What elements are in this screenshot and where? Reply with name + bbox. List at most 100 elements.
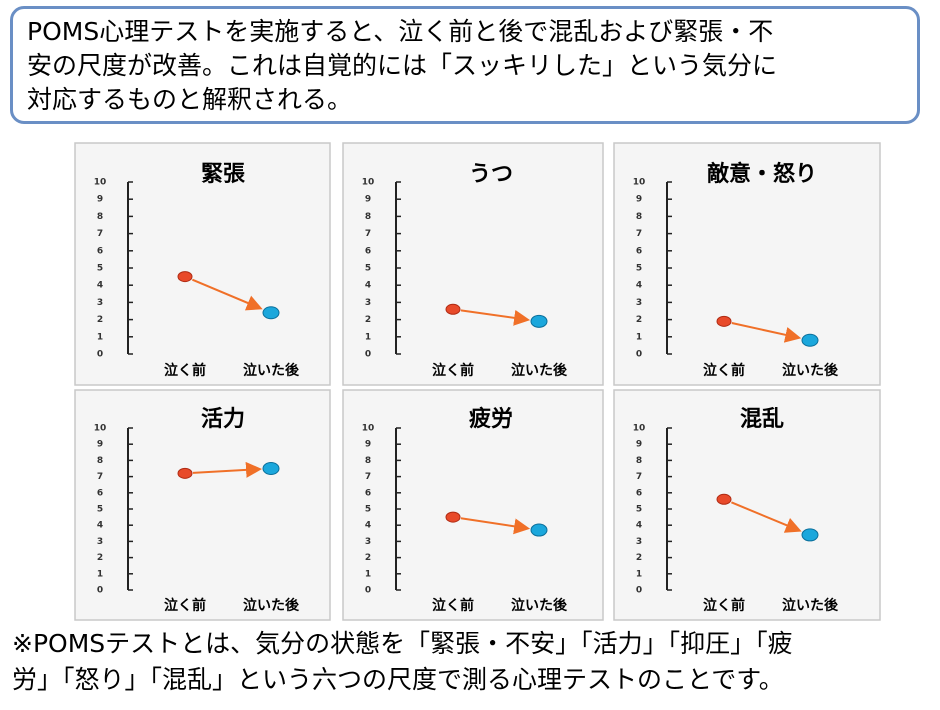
chart-title: 敵意・怒り	[707, 161, 817, 187]
y-tick-label: 0	[636, 586, 642, 596]
y-tick-label: 4	[636, 521, 642, 531]
point	[716, 493, 732, 505]
y-tick-label: 9	[365, 195, 371, 205]
panel	[74, 142, 331, 386]
y-tick-label: 4	[636, 281, 642, 291]
y-tick-label: 4	[97, 281, 103, 291]
chart-title: 混乱	[740, 407, 784, 432]
x-tick-label: 泣く前	[432, 362, 474, 379]
y-tick-label: 7	[97, 472, 103, 482]
y-tick-label: 9	[636, 440, 642, 450]
point	[801, 333, 819, 347]
y-tick-label: 6	[365, 246, 371, 256]
point	[530, 314, 548, 328]
y-tick-label: 3	[365, 298, 371, 308]
footnote: ※POMSテストとは、気分の状態を「緊張・不安」「活力」「抑圧」「疲 労」「怒り」…	[12, 626, 932, 698]
y-tick-label: 1	[636, 569, 642, 579]
y-tick-label: 0	[365, 586, 371, 596]
y-tick-label: 8	[636, 456, 642, 466]
y-tick-label: 3	[636, 537, 642, 547]
y-tick-label: 8	[365, 212, 371, 222]
x-tick-label: 泣いた後	[782, 597, 839, 614]
point	[801, 528, 819, 542]
y-tick-label: 9	[97, 440, 103, 450]
y-tick-label: 7	[365, 229, 371, 239]
panel	[342, 142, 604, 386]
y-tick-label: 10	[94, 424, 107, 434]
y-tick-label: 2	[365, 315, 371, 325]
point	[530, 523, 548, 537]
y-tick-label: 3	[97, 537, 103, 547]
arrow	[731, 501, 802, 533]
point	[262, 462, 280, 475]
note-line: 労」「怒り」「混乱」という六つの尺度で測る心理テストのことです。	[12, 665, 784, 694]
x-tick-label: 泣く前	[703, 597, 745, 614]
intro-box: POMS心理テストを実施すると、泣く前と後で混乱および緊張・不 安の尺度が改善。こ…	[10, 6, 920, 124]
panel	[342, 389, 604, 621]
y-tick-label: 3	[365, 537, 371, 547]
point	[445, 511, 461, 523]
point	[262, 306, 280, 320]
x-tick-label: 泣いた後	[511, 597, 568, 614]
chart-title: うつ	[469, 162, 513, 187]
y-tick-label: 4	[365, 521, 371, 531]
y-tick-label: 10	[94, 178, 107, 188]
x-tick-label: 泣いた後	[782, 362, 839, 379]
x-tick-label: 泣く前	[432, 597, 474, 614]
y-tick-label: 10	[362, 178, 375, 188]
arrow	[460, 517, 531, 535]
y-tick-label: 7	[97, 229, 103, 239]
x-tick-label: 泣く前	[164, 597, 206, 614]
y-tick-label: 4	[97, 521, 103, 531]
arrow	[192, 461, 263, 478]
intro-line: POMS心理テストを実施すると、泣く前と後で混乱および緊張・不	[27, 17, 774, 46]
y-tick-label: 5	[365, 264, 371, 274]
y-tick-label: 5	[365, 505, 371, 515]
y-tick-label: 1	[365, 569, 371, 579]
y-tick-label: 3	[97, 298, 103, 308]
y-tick-label: 3	[636, 298, 642, 308]
chart-title: 活力	[201, 407, 245, 432]
panel	[613, 142, 881, 386]
y-tick-label: 9	[365, 440, 371, 450]
y-tick-label: 4	[365, 281, 371, 291]
y-tick-label: 10	[633, 424, 646, 434]
y-tick-label: 6	[97, 246, 103, 256]
arrow	[191, 278, 263, 311]
y-tick-label: 10	[362, 424, 375, 434]
arrow	[731, 322, 802, 343]
y-tick-label: 6	[636, 488, 642, 498]
y-tick-label: 5	[97, 264, 103, 274]
y-tick-label: 7	[636, 229, 642, 239]
x-tick-label: 泣く前	[164, 362, 206, 379]
chart-title: 疲労	[469, 406, 513, 432]
y-tick-label: 7	[636, 472, 642, 482]
y-tick-label: 1	[97, 569, 103, 579]
y-tick-label: 10	[633, 178, 646, 188]
point	[716, 315, 732, 327]
x-tick-label: 泣いた後	[243, 362, 300, 379]
y-tick-label: 8	[636, 212, 642, 222]
y-tick-label: 5	[636, 505, 642, 515]
panel	[74, 389, 331, 621]
y-tick-label: 6	[365, 488, 371, 498]
x-tick-label: 泣く前	[703, 362, 745, 379]
y-tick-label: 2	[97, 315, 103, 325]
point	[177, 467, 193, 479]
panel	[613, 389, 881, 621]
point	[445, 303, 461, 315]
y-tick-label: 2	[636, 553, 642, 563]
y-tick-label: 6	[97, 488, 103, 498]
x-tick-label: 泣いた後	[243, 597, 300, 614]
y-tick-label: 1	[365, 332, 371, 342]
y-tick-label: 8	[365, 456, 371, 466]
y-tick-label: 8	[97, 212, 103, 222]
y-tick-label: 8	[97, 456, 103, 466]
y-tick-label: 2	[636, 315, 642, 325]
point	[177, 271, 193, 283]
y-tick-label: 6	[636, 246, 642, 256]
y-tick-label: 1	[97, 332, 103, 342]
x-tick-label: 泣いた後	[511, 362, 568, 379]
